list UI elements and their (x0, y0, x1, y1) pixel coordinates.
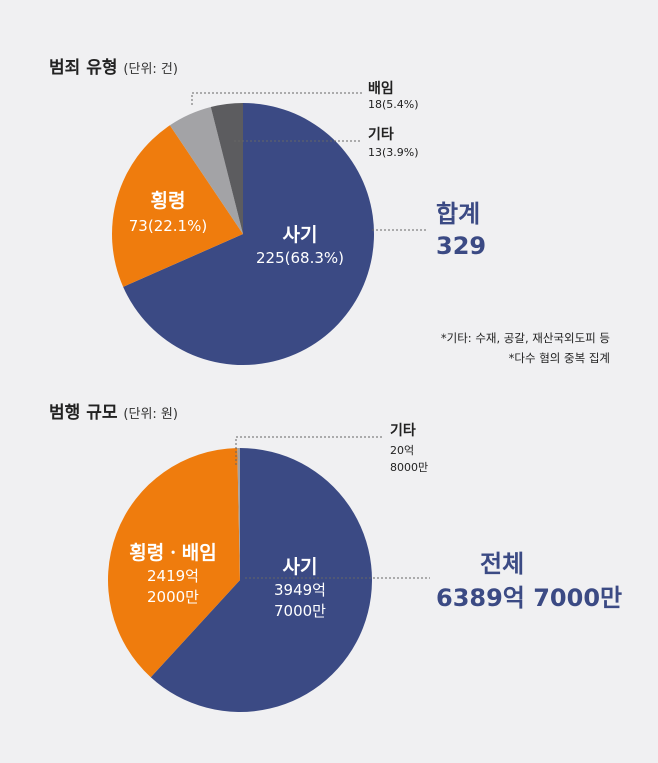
slice-value-hoengnyeong: 73(22.1%) (128, 217, 208, 235)
slice-value-gita: 13(3.9%) (368, 146, 419, 159)
pie-slice-sagi (150, 448, 372, 713)
section-title-type: 범죄 유형 (단위: 건) (49, 53, 178, 78)
slice-label-hoengnyeong-baeim: 횡령ㆍ배임 (129, 542, 217, 564)
slice-value-gita-line1: 20억 (390, 444, 415, 457)
total-label: 합계 (436, 200, 481, 228)
unit-label: (단위: 원) (123, 407, 178, 422)
section-title-scale: 범행 규모 (단위: 원) (49, 398, 178, 423)
slice-value-sagi-line2: 7000만 (274, 602, 326, 620)
chart-title: 범죄 유형 (49, 58, 118, 78)
pie-slice-gita (210, 103, 243, 234)
chart-title: 범행 규모 (49, 403, 118, 423)
slice-value-baeim: 18(5.4%) (368, 98, 419, 111)
total-label: 전체 (480, 550, 525, 578)
pie-chart-crime-scale (107, 448, 372, 713)
slice-label-sagi: 사기 (282, 224, 318, 246)
slice-label-gita: 기타 (368, 127, 394, 143)
pie-chart-crime-type (112, 103, 375, 365)
footnote-2: *다수 혐의 중복 집계 (508, 351, 610, 365)
leader-lines (191, 92, 430, 579)
slice-value-sagi: 225(68.3%) (256, 249, 344, 267)
slice-label-hoengnyeong: 횡령 (150, 190, 186, 212)
slice-value-hoengnyeong-baeim-line2: 2000만 (147, 588, 199, 606)
slice-label-sagi: 사기 (282, 556, 318, 578)
pie-slice-gita (237, 448, 240, 580)
slice-label-gita: 기타 (390, 423, 416, 439)
slice-label-baeim: 배임 (368, 81, 394, 97)
pie-slice-sagi (123, 103, 375, 365)
total-value: 329 (436, 232, 487, 260)
pie-slice-baeim (169, 107, 243, 234)
slice-value-sagi-line1: 3949억 (274, 581, 326, 599)
pie-slice-hoengnyeong (112, 125, 243, 287)
footnote-1: *기타: 수재, 공갈, 재산국외도피 등 (440, 331, 610, 345)
slice-value-hoengnyeong-baeim-line1: 2419억 (147, 567, 199, 585)
pie-slice-hoengnyeong-baeim (107, 448, 240, 678)
slice-value-gita-line2: 8000만 (390, 461, 429, 474)
total-value: 6389억 7000만 (436, 584, 623, 612)
unit-label: (단위: 건) (123, 62, 178, 77)
